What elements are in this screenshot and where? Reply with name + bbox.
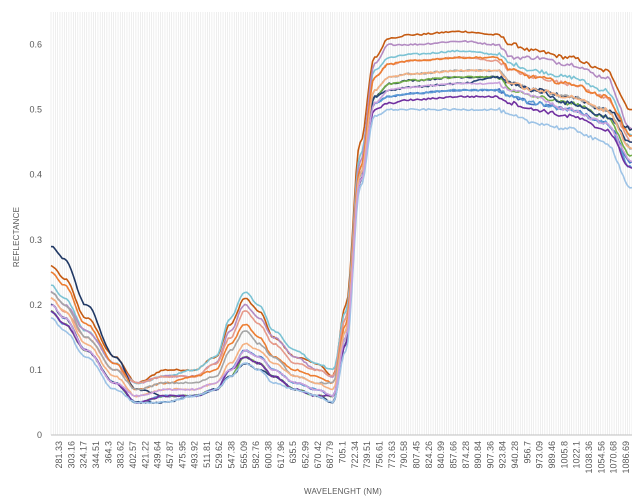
x-tick-label: 956.7 bbox=[522, 441, 532, 464]
x-tick-label: 421.22 bbox=[140, 441, 150, 469]
x-tick-label: 890.84 bbox=[473, 441, 483, 469]
x-tick-label: 1086.69 bbox=[621, 441, 631, 474]
y-tick-label: 0.2 bbox=[29, 300, 42, 310]
x-tick-label: 989.46 bbox=[547, 441, 557, 469]
x-tick-label: 907.36 bbox=[485, 441, 495, 469]
x-tick-label: 600.38 bbox=[264, 441, 274, 469]
series-line bbox=[50, 107, 632, 405]
y-tick-label: 0.4 bbox=[29, 170, 42, 180]
x-tick-label: 722.34 bbox=[350, 441, 360, 469]
x-tick-label: 923.84 bbox=[498, 441, 508, 469]
x-tick-label: 383.62 bbox=[116, 441, 126, 469]
x-tick-label: 670.42 bbox=[313, 441, 323, 469]
x-tick-label: 940.28 bbox=[510, 441, 520, 469]
x-tick-label: 874.28 bbox=[461, 441, 471, 469]
y-tick-label: 0.1 bbox=[29, 365, 42, 375]
x-tick-label: 973.09 bbox=[535, 441, 545, 469]
x-tick-label: 790.58 bbox=[399, 441, 409, 469]
x-tick-label: 1005.8 bbox=[559, 441, 569, 469]
x-tick-label: 617.96 bbox=[276, 441, 286, 469]
x-tick-label: 1070.68 bbox=[609, 441, 619, 474]
series-line bbox=[50, 81, 632, 398]
x-tick-label: 1054.56 bbox=[596, 441, 606, 474]
x-tick-labels: 281.33 303.16 324.17 344.51 364.3 383.62 402.5… bbox=[54, 441, 631, 474]
x-tick-label: 705.1 bbox=[338, 441, 348, 464]
x-tick-label: 582.76 bbox=[251, 441, 261, 469]
x-tick-label: 635.5 bbox=[288, 441, 298, 464]
x-axis-title: WAVELENGHT (NM) bbox=[304, 487, 382, 496]
x-tick-label: 857.66 bbox=[448, 441, 458, 469]
x-tick-label: 807.45 bbox=[411, 441, 421, 469]
series-line bbox=[50, 95, 632, 404]
series-line bbox=[50, 30, 632, 385]
x-tick-label: 475.95 bbox=[177, 441, 187, 469]
x-tick-label: 739.51 bbox=[362, 441, 372, 469]
x-tick-label: 344.51 bbox=[91, 441, 101, 469]
series-lines bbox=[50, 30, 632, 405]
x-tick-label: 652.99 bbox=[301, 441, 311, 469]
x-tick-label: 529.62 bbox=[214, 441, 224, 469]
x-tick-label: 565.09 bbox=[239, 441, 249, 469]
series-line bbox=[50, 56, 632, 385]
vertical-gridlines bbox=[50, 12, 632, 435]
x-tick-label: 687.79 bbox=[325, 441, 335, 469]
x-tick-label: 1038.36 bbox=[584, 441, 594, 474]
y-tick-label: 0.3 bbox=[29, 235, 42, 245]
y-axis-title: REFLECTANCE bbox=[12, 207, 21, 267]
x-tick-label: 840.99 bbox=[436, 441, 446, 469]
x-tick-label: 439.64 bbox=[153, 441, 163, 469]
y-tick-label: 0.6 bbox=[29, 40, 42, 50]
x-tick-label: 773.63 bbox=[387, 441, 397, 469]
x-tick-label: 281.33 bbox=[54, 441, 64, 469]
x-tick-label: 511.81 bbox=[202, 441, 212, 468]
x-tick-label: 457.87 bbox=[165, 441, 175, 469]
x-tick-label: 1022.1 bbox=[572, 441, 582, 469]
x-tick-label: 402.57 bbox=[128, 441, 138, 469]
x-tick-label: 303.16 bbox=[66, 441, 76, 469]
x-tick-label: 824.26 bbox=[424, 441, 434, 469]
y-tick-labels: 0 0.1 0.2 0.3 0.4 0.5 0.6 bbox=[29, 40, 42, 440]
x-tick-label: 756.61 bbox=[374, 441, 384, 469]
y-tick-label: 0 bbox=[37, 430, 42, 440]
x-tick-label: 364.3 bbox=[103, 441, 113, 464]
x-tick-label: 493.92 bbox=[190, 441, 200, 469]
x-tick-label: 547.38 bbox=[227, 441, 237, 469]
x-tick-label: 324.17 bbox=[79, 441, 89, 469]
y-tick-label: 0.5 bbox=[29, 105, 42, 115]
